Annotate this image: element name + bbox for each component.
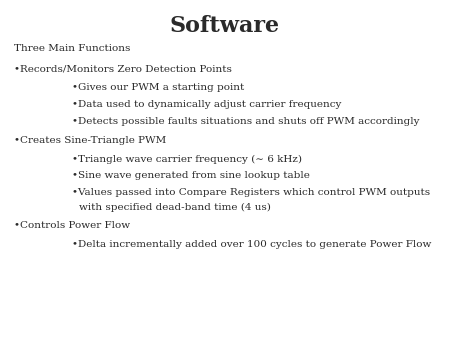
Text: •Creates Sine-Triangle PWM: •Creates Sine-Triangle PWM [14, 136, 166, 145]
Text: •Detects possible faults situations and shuts off PWM accordingly: •Detects possible faults situations and … [72, 117, 419, 126]
Text: •Triangle wave carrier frequency (∼ 6 kHz): •Triangle wave carrier frequency (∼ 6 kH… [72, 154, 302, 164]
Text: •Values passed into Compare Registers which control PWM outputs: •Values passed into Compare Registers wh… [72, 188, 430, 197]
Text: •Sine wave generated from sine lookup table: •Sine wave generated from sine lookup ta… [72, 171, 310, 180]
Text: •Records/Monitors Zero Detection Points: •Records/Monitors Zero Detection Points [14, 64, 231, 73]
Text: •Gives our PWM a starting point: •Gives our PWM a starting point [72, 83, 244, 92]
Text: •Delta incrementally added over 100 cycles to generate Power Flow: •Delta incrementally added over 100 cycl… [72, 240, 432, 249]
Text: with specified dead-band time (4 us): with specified dead-band time (4 us) [79, 203, 271, 212]
Text: Software: Software [170, 15, 280, 37]
Text: •Data used to dynamically adjust carrier frequency: •Data used to dynamically adjust carrier… [72, 100, 342, 109]
Text: Three Main Functions: Three Main Functions [14, 44, 130, 53]
Text: •Controls Power Flow: •Controls Power Flow [14, 221, 130, 231]
